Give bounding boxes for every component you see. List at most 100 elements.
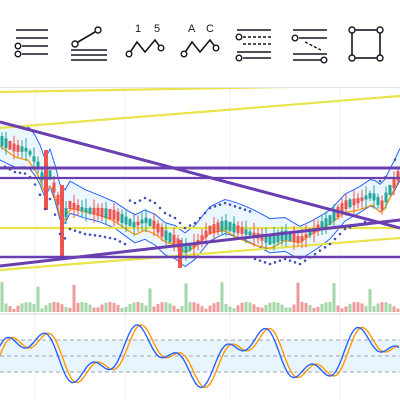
elliott-wave-tool-button[interactable]: 1 5 [123, 22, 167, 66]
sar-dot [278, 259, 282, 262]
volume-bar [240, 302, 244, 312]
candle-body [0, 136, 4, 147]
volume-bar [396, 308, 400, 312]
candle-body [280, 231, 284, 241]
volume-bar [312, 308, 316, 312]
candle-body [48, 170, 52, 180]
sar-dot [68, 227, 72, 231]
volume-bar [356, 302, 360, 312]
volume-bar [364, 305, 368, 312]
sar-dot [73, 229, 77, 232]
sar-dot [88, 233, 92, 236]
candle-body [172, 234, 176, 245]
candle-body [8, 140, 12, 150]
sar-dot [223, 201, 227, 205]
sar-dot [328, 242, 332, 246]
trend-channel-tool-button[interactable] [67, 22, 111, 66]
candle-body [236, 225, 240, 234]
candle-body [320, 221, 324, 230]
candle-body [372, 193, 376, 201]
volume-bar [148, 288, 152, 312]
volume-bar [204, 308, 208, 312]
rectangle-tool-button[interactable] [344, 22, 388, 66]
volume-bar [340, 308, 344, 312]
volume-bar [60, 304, 64, 312]
sar-dot [393, 158, 397, 161]
sar-dot [48, 197, 52, 201]
sar-dot [248, 210, 252, 213]
candle-body [144, 217, 148, 224]
candle-body [188, 244, 192, 251]
sar-dot [198, 216, 202, 220]
sar-dot [233, 205, 237, 208]
volume-bar [136, 302, 140, 312]
candle-body [40, 172, 44, 181]
volume-bar [36, 286, 40, 312]
purple-trendline-descending [0, 120, 400, 230]
pitchfork-tool-button[interactable] [233, 22, 277, 66]
volume-bar [228, 306, 232, 312]
volume-bar [296, 282, 300, 312]
horizontal-lines-tool-button[interactable] [12, 22, 56, 66]
candle-body [120, 214, 124, 223]
sar-dot [213, 205, 217, 208]
candle-body [392, 178, 396, 189]
candle-body [164, 230, 168, 241]
sar-dot [133, 201, 137, 205]
volume-bar [156, 303, 160, 312]
volume-bar [188, 302, 192, 312]
volume-bar [320, 304, 324, 312]
candle-body [224, 220, 228, 231]
sar-dot [243, 208, 247, 211]
candle-body [248, 231, 252, 236]
candle-body [20, 146, 24, 152]
wave-label-a: A [188, 23, 196, 35]
sar-dot [43, 207, 47, 211]
sar-dot [208, 206, 212, 210]
volume-bar [276, 302, 280, 312]
candle-body [184, 246, 188, 253]
volume-bar [100, 304, 104, 312]
rectangle-tool-icon [348, 25, 384, 62]
sar-dot [163, 211, 167, 215]
candle-body [288, 232, 292, 242]
volume-bar [112, 302, 116, 312]
candle-body [364, 195, 368, 200]
sar-dot [298, 262, 302, 266]
candle-body [152, 220, 156, 229]
volume-bar [8, 306, 12, 312]
volume-bar [248, 302, 252, 312]
sar-dot [63, 237, 67, 240]
candle-body [340, 203, 344, 213]
volume-bar [104, 302, 108, 312]
candle-body [140, 219, 144, 224]
candle-body [324, 218, 328, 228]
volume-bar [372, 305, 376, 312]
candle-body [178, 240, 182, 268]
candle-body [76, 205, 80, 211]
sar-dot [283, 257, 287, 261]
yellow-trendline-top-2 [0, 94, 400, 130]
candle-body [356, 198, 360, 204]
volume-bar [180, 306, 184, 312]
volume-bar [44, 305, 48, 312]
candle-body [284, 230, 288, 241]
volume-bar [88, 304, 92, 312]
candle-body [60, 185, 64, 260]
sar-dot [128, 199, 132, 202]
candle-body [204, 230, 208, 238]
sar-dot [158, 206, 162, 210]
volume-bar [368, 288, 372, 312]
abc-pattern-tool-button[interactable]: A C [178, 22, 222, 66]
volume-bar [316, 306, 320, 312]
candle-body [100, 207, 104, 217]
sar-dot [123, 242, 127, 246]
candle-body [112, 209, 116, 220]
candle-body [104, 208, 108, 219]
candle-body [264, 234, 268, 243]
chart-area[interactable] [0, 88, 400, 400]
sar-dot [13, 170, 17, 174]
price-chart-canvas[interactable] [0, 88, 400, 400]
candle-body [352, 198, 356, 206]
fib-fan-tool-button[interactable] [289, 22, 333, 66]
